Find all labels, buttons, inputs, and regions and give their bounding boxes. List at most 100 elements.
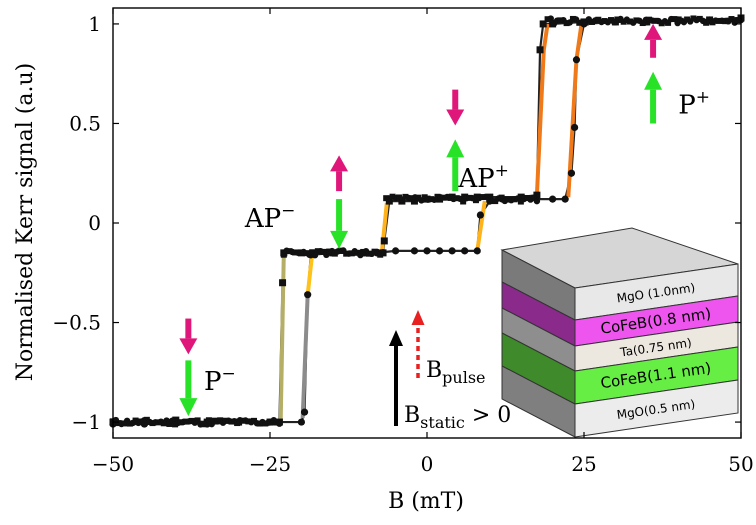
data-point <box>188 417 195 424</box>
data-point <box>279 279 287 287</box>
data-point <box>447 194 454 201</box>
pulse-field-arrow-head <box>411 310 425 325</box>
data-point <box>492 198 499 205</box>
data-point <box>200 421 207 428</box>
transition-segment <box>534 49 546 196</box>
data-point <box>561 195 569 203</box>
transition-segment <box>574 23 584 61</box>
y-tick-label: 1 <box>88 12 101 36</box>
data-point <box>276 420 283 427</box>
data-point <box>533 197 541 205</box>
data-point <box>309 249 316 256</box>
static-field-arrow-head <box>389 330 403 346</box>
data-point <box>354 249 361 256</box>
data-point <box>194 417 201 424</box>
data-point <box>671 16 678 23</box>
state-label-ap-plus: AP+ <box>457 161 509 194</box>
state-label-p-minus: P− <box>204 364 236 397</box>
data-point <box>303 250 310 257</box>
data-point <box>396 194 403 201</box>
data-point <box>703 19 710 26</box>
data-point <box>572 56 581 64</box>
y-tick-label: −0.5 <box>52 311 101 335</box>
data-point <box>160 420 167 427</box>
static-field-label: Bstatic > 0 <box>404 403 511 432</box>
data-point <box>570 123 579 132</box>
magnetization-arrow-up-head <box>644 71 663 90</box>
data-point <box>121 420 128 427</box>
x-tick-label: 0 <box>421 452 434 476</box>
data-point <box>485 194 492 201</box>
transition-segment <box>278 252 286 423</box>
state-label-p-plus: P+ <box>678 88 710 121</box>
data-point <box>440 194 447 201</box>
data-point <box>607 17 614 24</box>
transition-segment <box>305 254 315 295</box>
data-point <box>476 211 484 219</box>
data-point <box>461 247 469 255</box>
magnetization-arrow-up-head <box>644 23 663 40</box>
y-tick-label: 0.5 <box>69 111 101 135</box>
data-point <box>588 18 595 25</box>
data-point <box>304 291 312 299</box>
data-point <box>280 251 287 258</box>
magnetization-arrow-up-head <box>446 139 465 158</box>
magnetization-arrow-down-head <box>446 109 465 126</box>
x-tick-label: 50 <box>728 452 753 476</box>
data-point <box>505 196 512 203</box>
transition-segment <box>541 23 550 51</box>
x-tick-label: −50 <box>92 452 134 476</box>
data-point <box>549 195 557 203</box>
data-point <box>408 195 415 202</box>
data-point <box>595 16 602 23</box>
data-point <box>428 196 435 203</box>
data-point <box>402 193 409 200</box>
data-point <box>539 20 547 28</box>
data-point <box>143 416 150 423</box>
data-point <box>331 250 338 257</box>
data-point <box>536 46 544 54</box>
data-point <box>379 248 387 256</box>
data-point <box>690 15 697 22</box>
data-point <box>423 247 431 255</box>
data-point <box>132 417 139 424</box>
data-point <box>320 248 327 255</box>
data-point <box>498 194 505 201</box>
data-point <box>383 195 390 202</box>
data-point <box>614 16 621 23</box>
stack-layer-face <box>574 379 739 438</box>
layer-stack-inset: MgO (1.0nm)CoFeB(0.8 nm)Ta(0.75 nm)CoFeB… <box>500 227 739 438</box>
data-point <box>627 18 634 25</box>
data-point <box>435 247 444 255</box>
x-tick-label: −25 <box>249 452 291 476</box>
data-point <box>696 15 703 22</box>
data-point <box>297 418 305 426</box>
data-point <box>234 420 241 427</box>
data-point <box>530 195 537 202</box>
data-point <box>166 420 173 427</box>
data-point <box>415 194 422 201</box>
transition-segment <box>379 202 389 254</box>
x-tick-label: 25 <box>571 452 596 476</box>
data-point <box>524 194 531 201</box>
data-point <box>639 20 646 27</box>
data-point <box>472 197 479 204</box>
data-point <box>601 18 608 25</box>
data-point <box>410 247 419 255</box>
data-point <box>473 247 481 255</box>
transition-segment <box>300 294 310 419</box>
data-point <box>421 194 428 201</box>
data-point <box>466 194 473 201</box>
magnetization-arrow-down-head <box>179 398 198 417</box>
y-tick-label: 0 <box>88 211 101 235</box>
data-point <box>205 417 212 424</box>
magnetization-arrow-down-head <box>330 230 349 249</box>
data-point <box>460 198 467 205</box>
data-point <box>389 193 396 200</box>
transition-segment <box>475 200 487 252</box>
data-point <box>550 19 557 26</box>
data-point <box>709 19 716 26</box>
data-point <box>677 17 684 24</box>
data-point <box>544 16 551 23</box>
data-point <box>377 251 384 258</box>
